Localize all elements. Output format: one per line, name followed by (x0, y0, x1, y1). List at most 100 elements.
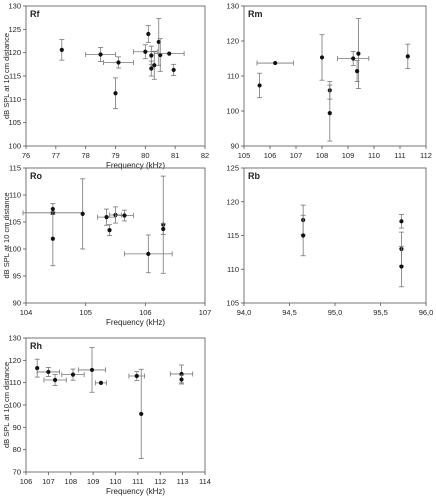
x-axis-label: Frequency (kHz) (106, 487, 165, 496)
y-axis-label: dB SPL at 10 cm distance (2, 362, 11, 448)
data-marker (161, 226, 166, 232)
data-marker (273, 60, 278, 66)
x-tick-label: 113 (177, 477, 189, 486)
data-marker (149, 53, 154, 58)
y-tick-label: 110 (227, 72, 239, 81)
x-tick-label: 112 (420, 151, 432, 160)
data-point (160, 223, 166, 235)
data-point (36, 367, 60, 377)
data-marker (167, 51, 172, 56)
data-marker (146, 251, 151, 256)
y-tick-label: 125 (226, 164, 239, 173)
y-tick-label: 90 (13, 423, 21, 432)
data-point (107, 224, 113, 236)
data-point (148, 60, 154, 77)
x-tick-label: 80 (141, 151, 149, 160)
y-tick-label: 130 (8, 334, 21, 343)
x-tick-label: 108 (316, 151, 329, 160)
x-tick-label: 94,0 (237, 308, 252, 317)
x-tick-label: 111 (132, 477, 143, 486)
panel-label: Rb (248, 171, 260, 181)
x-tick-label: 108 (64, 477, 77, 486)
data-marker (143, 49, 148, 54)
y-tick-label: 105 (8, 218, 21, 227)
y-tick-label: 120 (8, 356, 21, 365)
data-marker (156, 39, 161, 45)
plot-frame (25, 337, 206, 473)
data-point (128, 371, 145, 381)
data-point (103, 56, 134, 69)
y-tick-label: 115 (9, 164, 21, 173)
y-tick-label: 120 (226, 37, 239, 46)
x-tick-label: 81 (171, 151, 179, 160)
data-point (138, 368, 144, 460)
panel-rh: Rh 106 107 108 109 110 111 112 113 114 70 80 90 100 11… (2, 334, 211, 497)
data-marker (70, 372, 76, 377)
data-marker (327, 111, 332, 116)
y-tick-label: 115 (9, 72, 21, 81)
data-point (94, 380, 107, 386)
y-tick-label: 70 (13, 468, 21, 477)
y-tick-label: 120 (226, 197, 239, 206)
data-point (50, 211, 56, 267)
data-marker (50, 206, 55, 212)
y-tick-label: 95 (13, 272, 21, 281)
data-point (85, 47, 116, 62)
data-marker (179, 377, 184, 382)
plot-frame (243, 5, 427, 147)
data-marker (104, 215, 109, 220)
data-marker (89, 367, 95, 373)
y-tick-label: 105 (8, 118, 21, 127)
x-tick-label: 78 (81, 151, 89, 160)
plot-frame (25, 5, 206, 147)
panel-rf: Rf 76 77 78 79 80 81 82 100 105 110 115 120 125 130 Fre… (2, 2, 209, 171)
x-tick-label: 110 (368, 151, 380, 160)
y-tick-label: 110 (9, 191, 21, 200)
x-tick-label: 76 (22, 151, 30, 160)
x-tick-label: 106 (264, 151, 277, 160)
data-marker (50, 236, 55, 241)
y-tick-label: 80 (13, 445, 21, 454)
data-point (61, 368, 85, 381)
data-point (153, 51, 185, 57)
panel-label: Ro (30, 171, 42, 181)
data-point (300, 214, 306, 257)
data-marker (146, 31, 151, 37)
data-marker (98, 380, 104, 385)
x-tick-label: 105 (79, 308, 92, 317)
data-marker (399, 219, 404, 224)
x-tick-label: 107 (290, 151, 303, 160)
panel-rm: Rm 105 106 107 108 109 110 111 112 90 100 110 120 130 (226, 2, 432, 161)
data-point (398, 214, 404, 229)
y-tick-label: 100 (8, 245, 21, 254)
data-point (80, 178, 86, 250)
x-tick-label: 112 (154, 477, 166, 486)
data-point (59, 39, 65, 61)
y-tick-label: 100 (226, 107, 239, 116)
x-tick-label: 96,0 (419, 308, 434, 317)
x-tick-label: 110 (110, 477, 122, 486)
data-point (354, 60, 360, 82)
data-marker (46, 369, 51, 375)
y-axis-label: dB SPL at 10 cm distance (2, 192, 11, 278)
data-point (337, 51, 370, 66)
x-tick-label: 79 (111, 151, 119, 160)
panel-rb: Rb 94,0 94,5 95,0 95,5 96,0 105 110 115 120 125 (226, 164, 433, 318)
panel-label: Rh (30, 341, 42, 351)
data-point (355, 18, 361, 89)
y-tick-label: 110 (227, 265, 239, 274)
data-point (43, 374, 67, 386)
data-marker (134, 373, 139, 379)
data-marker (319, 55, 325, 60)
data-point (171, 63, 177, 76)
y-tick-label: 110 (9, 378, 21, 387)
x-tick-label: 109 (87, 477, 100, 486)
x-tick-label: 94,5 (282, 308, 297, 317)
x-tick-label: 82 (201, 151, 209, 160)
x-axis-label: Frequency (kHz) (106, 318, 165, 327)
plot-frame (25, 167, 206, 304)
y-tick-label: 130 (226, 2, 239, 11)
data-point (124, 234, 173, 274)
data-point (115, 209, 134, 222)
